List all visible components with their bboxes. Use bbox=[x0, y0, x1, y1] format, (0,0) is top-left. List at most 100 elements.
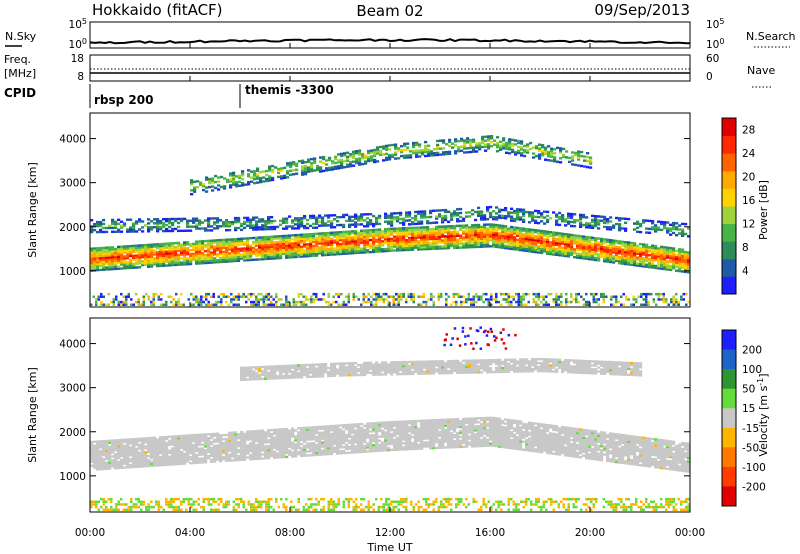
power-cell bbox=[432, 221, 436, 224]
power-cell bbox=[189, 256, 193, 260]
power-cell bbox=[600, 253, 604, 256]
power-cell bbox=[612, 241, 616, 244]
velocity-cell bbox=[153, 438, 157, 441]
power-cell bbox=[309, 224, 313, 228]
power-cell bbox=[180, 251, 184, 254]
power-cell bbox=[147, 295, 150, 298]
velocity-cell bbox=[255, 447, 259, 451]
power-cell bbox=[165, 258, 169, 261]
power-cell bbox=[180, 263, 184, 266]
power-cell bbox=[246, 220, 250, 223]
power-cell bbox=[636, 230, 640, 233]
power-cell bbox=[540, 245, 544, 249]
power-cell bbox=[120, 230, 124, 233]
power-cell bbox=[388, 156, 392, 159]
power-cell bbox=[190, 181, 194, 184]
power-cell bbox=[642, 298, 645, 301]
power-cell bbox=[528, 215, 532, 218]
power-cell bbox=[115, 298, 118, 301]
power-cell bbox=[301, 161, 305, 164]
power-cell bbox=[508, 146, 512, 149]
power-cell bbox=[515, 292, 518, 296]
power-cell bbox=[480, 218, 484, 221]
power-cell bbox=[297, 227, 301, 230]
power-cell bbox=[360, 223, 364, 226]
power-cell bbox=[282, 227, 286, 230]
power-cell bbox=[561, 238, 565, 241]
power-cell bbox=[684, 256, 688, 260]
power-cell bbox=[312, 240, 316, 244]
power-cell bbox=[177, 263, 181, 266]
power-cell bbox=[267, 247, 271, 251]
power-cell bbox=[130, 303, 133, 306]
power-cell bbox=[504, 209, 508, 212]
power-cell bbox=[252, 252, 256, 255]
velocity-cell bbox=[90, 450, 94, 454]
power-cell bbox=[362, 292, 365, 296]
power-cell bbox=[352, 160, 356, 163]
velocity-cell bbox=[174, 451, 178, 454]
power-cell bbox=[405, 232, 409, 236]
power-cell bbox=[195, 250, 199, 253]
power-cell bbox=[570, 253, 574, 256]
power-cell bbox=[516, 214, 520, 217]
power-cell bbox=[297, 292, 300, 296]
power-cell bbox=[528, 213, 532, 216]
power-cell bbox=[245, 300, 248, 304]
power-cell bbox=[582, 213, 586, 217]
power-cell bbox=[279, 238, 283, 242]
power-cell bbox=[444, 239, 448, 242]
power-cell bbox=[381, 244, 385, 247]
power-cell bbox=[381, 248, 385, 251]
power-cell bbox=[579, 223, 583, 226]
power-cell bbox=[597, 259, 601, 262]
power-cell bbox=[160, 298, 163, 301]
power-cell bbox=[144, 263, 148, 267]
power-cell bbox=[408, 236, 412, 240]
power-cell bbox=[144, 247, 148, 251]
power-cell bbox=[531, 219, 535, 222]
power-cell bbox=[112, 303, 115, 306]
velocity-cell bbox=[111, 451, 115, 454]
power-cell bbox=[471, 239, 475, 243]
power-cell bbox=[549, 248, 553, 252]
power-cell bbox=[463, 151, 467, 154]
power-cell bbox=[231, 242, 235, 245]
power-cell bbox=[312, 234, 316, 238]
velocity-cell bbox=[162, 457, 166, 461]
power-cell bbox=[549, 231, 553, 234]
power-cell bbox=[471, 228, 475, 231]
power-cell bbox=[547, 292, 550, 296]
power-cell bbox=[156, 230, 160, 233]
power-cell bbox=[573, 252, 577, 255]
power-cell bbox=[441, 221, 445, 224]
power-cell bbox=[597, 298, 600, 301]
velocity-cell bbox=[258, 455, 262, 458]
power-cell bbox=[618, 262, 622, 265]
power-cell bbox=[480, 212, 484, 215]
velocity-cell bbox=[219, 434, 223, 437]
power-cell bbox=[132, 228, 136, 231]
power-cell bbox=[687, 251, 690, 254]
power-cell bbox=[512, 298, 515, 301]
power-cell bbox=[252, 240, 256, 244]
power-cell bbox=[364, 160, 368, 163]
power-cell bbox=[462, 238, 466, 241]
velocity-cell bbox=[192, 440, 196, 443]
power-cell bbox=[435, 225, 439, 229]
power-cell bbox=[510, 231, 514, 235]
power-cell bbox=[144, 259, 148, 263]
power-cell bbox=[360, 215, 364, 218]
power-cell bbox=[636, 246, 640, 249]
power-cell bbox=[171, 242, 175, 245]
power-cell bbox=[645, 245, 649, 249]
velocity-cell bbox=[93, 456, 97, 459]
power-cell bbox=[333, 241, 337, 244]
power-cell bbox=[132, 264, 136, 267]
velocity-cell bbox=[117, 452, 121, 456]
power-cell bbox=[282, 236, 286, 240]
power-cell bbox=[265, 303, 268, 306]
power-cell bbox=[621, 242, 625, 245]
power-cell bbox=[217, 300, 220, 304]
velocity-cell bbox=[159, 460, 163, 463]
